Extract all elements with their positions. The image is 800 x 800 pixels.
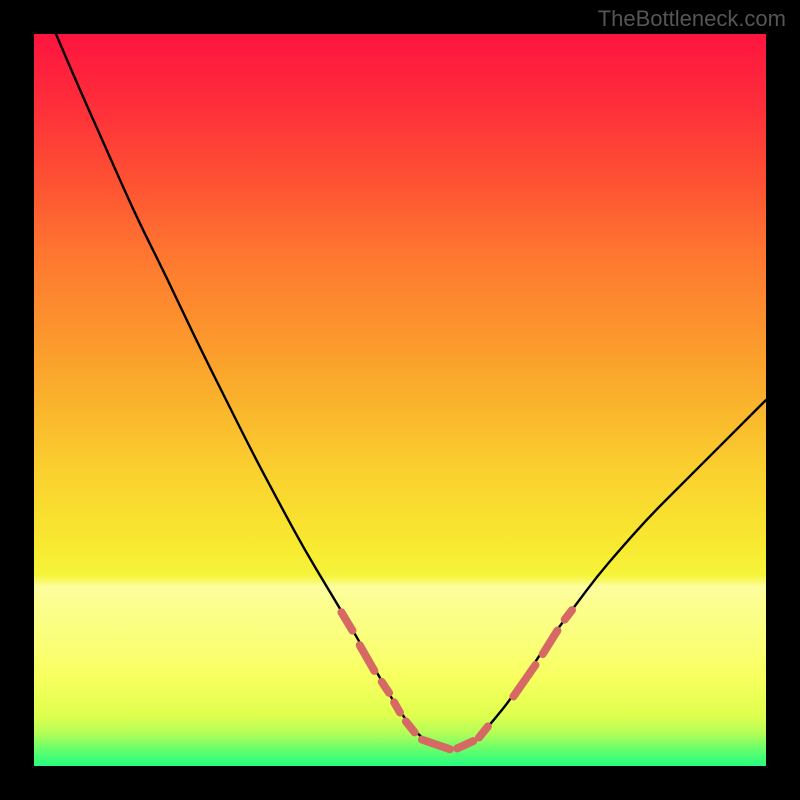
chart-background <box>34 34 766 766</box>
watermark-text: TheBottleneck.com <box>598 6 786 32</box>
chart-frame: TheBottleneck.com <box>0 0 800 800</box>
curve-marker-segment <box>394 702 400 712</box>
bottleneck-curve-chart <box>34 34 766 766</box>
